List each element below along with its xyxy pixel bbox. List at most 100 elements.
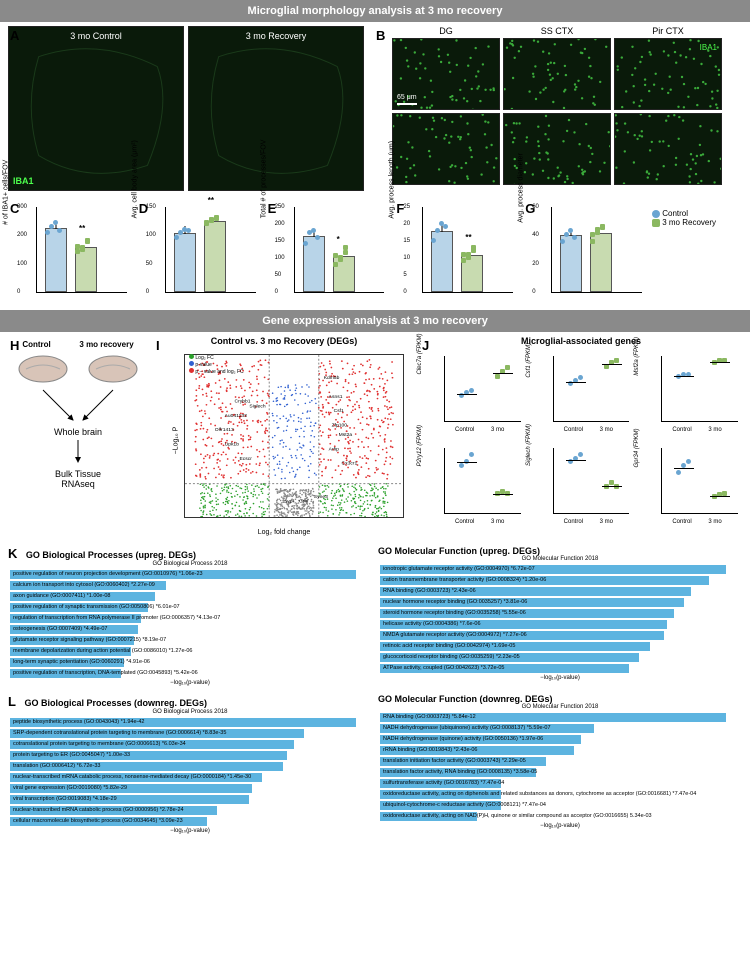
svg-text:Sypl: Sypl bbox=[284, 499, 294, 505]
img-b-0-1 bbox=[503, 38, 611, 110]
label-D: D bbox=[139, 201, 148, 216]
l-mf-xlabel: −log₁₀(p-value) bbox=[378, 823, 742, 829]
k-bp-bars-text-5: osteogenesis (GO:0007409) *4.49e-07 bbox=[13, 626, 107, 632]
l-bp-bars-text-2: cotranslational protein targeting to mem… bbox=[13, 741, 186, 747]
legend-cg: Control 3 mo Recovery bbox=[652, 199, 742, 227]
col-ss: SS CTX bbox=[503, 26, 611, 36]
volcano-legend-2: p − value and log₂ FC bbox=[189, 368, 244, 375]
k-bp-bars-row-1: calcium ion transport into cytosol (GO:0… bbox=[8, 580, 372, 590]
k-bp-bars-row-2: axon guidance (GO:0007411) *1.00e-08 bbox=[8, 591, 372, 601]
section1-header: Microglial morphology analysis at 3 mo r… bbox=[0, 0, 750, 22]
k-bp-bars-row-0: positive regulation of neuron projection… bbox=[8, 569, 372, 579]
scale-text: 65 μm bbox=[397, 94, 417, 101]
k-bp-sub: GO Biological Process 2018 bbox=[8, 561, 372, 567]
label-k: K bbox=[8, 546, 17, 561]
j-ylabel-3: P2ry12 (FPKM) bbox=[417, 425, 423, 466]
i-ylabel: −Log₁₀ P bbox=[172, 427, 179, 455]
sig-F: ** bbox=[465, 233, 471, 242]
img-a-recovery: 3 mo Recovery bbox=[188, 26, 364, 191]
l-bp-sub: GO Biological Process 2018 bbox=[8, 709, 372, 715]
l-bp-bars-row-7: viral transcription (GO:0019083) *4.18e-… bbox=[8, 794, 372, 804]
volcano-legend-0: Log₂ FC bbox=[189, 354, 244, 361]
l-bp-bars-text-0: peptide biosynthetic process (GO:0043043… bbox=[13, 719, 144, 725]
section2-header: Gene expression analysis at 3 mo recover… bbox=[0, 310, 750, 332]
label-l: L bbox=[8, 694, 16, 709]
j-xcat-ctrl-0: Control bbox=[455, 427, 474, 433]
k-bp-bars-text-3: positive regulation of synaptic transmis… bbox=[13, 604, 180, 610]
scatter-Msf2a: Msf2a (FPKM)Control3 mo bbox=[637, 348, 742, 436]
row-ab: A 3 mo Control IBA1 3 mo Recovery B Cont… bbox=[0, 22, 750, 195]
k-mf-bars-text-6: NMDA glutamate receptor activity (GO:000… bbox=[383, 632, 527, 638]
j-xcat-rec-1: 3 mo bbox=[600, 427, 613, 433]
h-step2: Bulk Tissue RNAseq bbox=[8, 469, 148, 489]
volcano-plot: Crybb1SiglechAu041133Olfr1413Upk1bEcscrS… bbox=[184, 354, 404, 518]
volcano-legend-1: p-value bbox=[189, 361, 244, 368]
l-mf-bars-row-6: sulfurtransferase activity (GO:0016783) … bbox=[378, 778, 742, 788]
panel-a: A 3 mo Control IBA1 3 mo Recovery bbox=[8, 26, 368, 191]
k-mf-xlabel: −log₁₀(p-value) bbox=[378, 675, 742, 681]
l-mf-bars-text-0: RNA binding (GO:0003723) *5.84e-12 bbox=[383, 714, 476, 720]
label-G: G bbox=[525, 201, 535, 216]
sig-C: ** bbox=[79, 224, 85, 233]
l-mf-bars-text-9: oxidoreductase activity, acting on NAD(P… bbox=[383, 813, 652, 819]
j-xcat-ctrl-1: Control bbox=[564, 427, 583, 433]
svg-text:Cx3cr1: Cx3cr1 bbox=[342, 461, 358, 467]
barchart-D: Avg. cell body area (μm²)050100150** bbox=[137, 199, 260, 309]
l-mf-bars-row-9: oxidoreductase activity, acting on NAD(P… bbox=[378, 811, 742, 821]
k-mf-bars-row-7: retinoic acid receptor binding (GO:00429… bbox=[378, 641, 742, 651]
panel-b: B Control 3 mo Recovery DG SS CTX Pir CT… bbox=[374, 26, 734, 191]
k-mf-bars-text-1: cation transmembrane transporter activit… bbox=[383, 577, 546, 583]
svg-text:Asns1: Asns1 bbox=[329, 394, 343, 400]
bar-rec-D bbox=[204, 221, 226, 292]
k-bp-bars-text-6: glutamate receptor signaling pathway (GO… bbox=[13, 637, 166, 643]
j-ylabel-2: Msf2a (FPKM) bbox=[634, 337, 640, 376]
k-bp-bars-text-0: positive regulation of neuron projection… bbox=[13, 571, 203, 577]
panel-h: H Control 3 mo recovery Whole brain Bulk… bbox=[8, 336, 148, 538]
ylabel-C: # of IBA1+ cells/FOV bbox=[3, 160, 10, 225]
l-bp-xlabel: −log₁₀(p-value) bbox=[8, 828, 372, 834]
label-a: A bbox=[10, 28, 19, 43]
l-mf-bars-text-2: NADH dehydrogenase (quinone) activity (G… bbox=[383, 736, 543, 742]
k-mf-bars-row-8: glucocorticoid receptor binding (GO:0035… bbox=[378, 652, 742, 662]
ylabel-D: Avg. cell body area (μm²) bbox=[131, 140, 138, 218]
l-mf-sub: GO Molecular Function 2018 bbox=[378, 704, 742, 710]
svg-text:Grhl: Grhl bbox=[299, 499, 308, 505]
k-mf-bars-text-2: RNA binding (GO:0003723) *2.43e-06 bbox=[383, 588, 476, 594]
k-bp-bars-row-4: regulation of transcription from RNA pol… bbox=[8, 613, 372, 623]
col-dg: DG bbox=[392, 26, 500, 36]
k-bp-bars-row-7: membrane depolarization during action po… bbox=[8, 646, 372, 656]
svg-text:Crybb1: Crybb1 bbox=[235, 399, 251, 405]
label-E: E bbox=[268, 201, 277, 216]
row-l: L GO Biological Processes (downreg. DEGs… bbox=[0, 690, 750, 838]
j-ylabel-4: Siglech (FPKM) bbox=[526, 424, 532, 466]
j-xcat-rec-4: 3 mo bbox=[600, 519, 613, 525]
l-bp-bars-text-8: nuclear-transcribed mRNA catabolic proce… bbox=[13, 807, 184, 813]
k-mf-title: GO Molecular Function (upreg. DEGs) bbox=[378, 546, 540, 556]
svg-text:Mst2a: Mst2a bbox=[339, 432, 353, 438]
label-j: J bbox=[422, 338, 429, 353]
k-mf-bars-text-3: nuclear hormone receptor binding (GO:003… bbox=[383, 599, 527, 605]
j-xcat-ctrl-2: Control bbox=[672, 427, 691, 433]
l-bp-bars-row-4: translation (GO:0006412) *6.72e-33 bbox=[8, 761, 372, 771]
img-a-control: 3 mo Control IBA1 bbox=[8, 26, 184, 191]
svg-text:Arfip: Arfip bbox=[329, 446, 339, 452]
l-bp-bars-text-7: viral transcription (GO:0019083) *4.18e-… bbox=[13, 796, 117, 802]
l-mf-bars-text-7: oxidoreductase activity, acting on diphe… bbox=[383, 791, 696, 797]
k-mf-bars-text-9: ATPase activity, coupled (GO:0042623) *3… bbox=[383, 665, 504, 671]
scatter-P2ry12: P2ry12 (FPKM)Control3 mo bbox=[420, 440, 525, 528]
k-bp-bars-row-8: long-term synaptic potentiation (GO:0060… bbox=[8, 657, 372, 667]
k-mf-bars-row-2: RNA binding (GO:0003723) *2.43e-06 bbox=[378, 586, 742, 596]
barchart-C: # of IBA1+ cells/FOV0100200300** bbox=[8, 199, 131, 309]
row-k: K GO Biological Processes (upreg. DEGs) … bbox=[0, 542, 750, 690]
k-bp-bars-row-9: positive regulation of transcription, DN… bbox=[8, 668, 372, 678]
k-bp-bars-text-1: calcium ion transport into cytosol (GO:0… bbox=[13, 582, 155, 588]
l-mf-bars-text-4: translation initiation factor activity (… bbox=[383, 758, 526, 764]
scale-bar bbox=[397, 103, 417, 105]
label-i: I bbox=[156, 338, 160, 353]
j-xcat-rec-2: 3 mo bbox=[708, 427, 721, 433]
l-bp-bars-row-6: viral gene expression (GO:0019080) *5.82… bbox=[8, 783, 372, 793]
panel-l-mf: GO Molecular Function (downreg. DEGs) GO… bbox=[378, 694, 742, 834]
ylabel-G: Avg. process diameter bbox=[518, 153, 525, 223]
label-C: C bbox=[10, 201, 19, 216]
l-bp-bars-text-9: cellular macromolecule biosynthetic proc… bbox=[13, 818, 183, 824]
